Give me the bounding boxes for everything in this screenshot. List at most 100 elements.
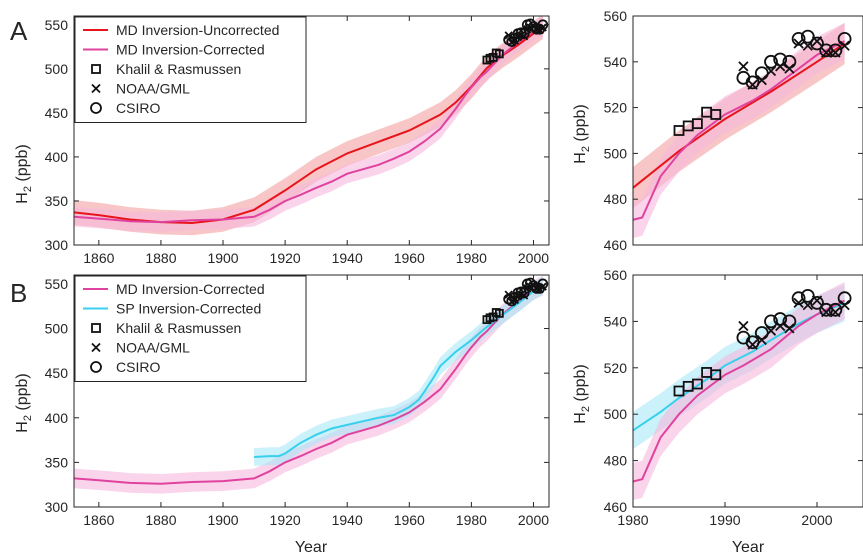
- md-corrected-band: [633, 282, 845, 500]
- panel-letter-b: B: [10, 278, 27, 308]
- csiro-marker: [745, 75, 760, 90]
- csiro-marker: [754, 66, 769, 81]
- y-tick-label: 460: [604, 237, 628, 253]
- y-axis-label-b-main: H2 (ppb): [14, 373, 34, 432]
- x-tick-label: 1990: [709, 512, 740, 528]
- noaa-gml-marker: [793, 297, 804, 308]
- khalil-rasmussen-marker: [710, 109, 722, 120]
- x-tick-label: 1980: [456, 512, 487, 528]
- x-tick-label: 2000: [518, 250, 549, 266]
- x-tick-label: 1900: [207, 250, 238, 266]
- legend-item: CSIRO: [90, 100, 160, 116]
- legend-cross-marker: [91, 342, 101, 353]
- y-tick-label: 300: [45, 499, 69, 515]
- y-tick-label: 560: [604, 267, 628, 283]
- axes-box: [632, 15, 863, 246]
- y-tick-label: 450: [45, 105, 69, 121]
- x-tick-label: 2000: [518, 512, 549, 528]
- x-tick-label: 1900: [207, 512, 238, 528]
- x-tick-label: 1880: [145, 250, 176, 266]
- y-tick-label: 500: [45, 61, 69, 77]
- legend-item: MD Inversion-Corrected: [83, 42, 265, 58]
- plot-area: [74, 275, 549, 494]
- x-axis-label-b-main: Year: [295, 539, 328, 555]
- legend-item: NOAA/GML: [91, 340, 190, 356]
- axes-box: [73, 274, 550, 508]
- md-corrected-line: [633, 40, 846, 221]
- y-tick-label: 350: [45, 193, 69, 209]
- legend-box: [74, 275, 307, 382]
- csiro-marker: [810, 36, 824, 51]
- md-corrected-line: [633, 299, 846, 483]
- csiro-marker: [810, 295, 824, 310]
- y-axis-label-b-zoom: H2 (ppb): [572, 364, 592, 423]
- csiro-marker: [819, 302, 834, 317]
- csiro-marker: [518, 287, 530, 299]
- y-tick-label: 480: [604, 453, 628, 469]
- y-tick-label: 550: [45, 17, 69, 33]
- csiro-marker: [754, 326, 769, 340]
- x-tick-label: 1860: [83, 250, 114, 266]
- panel-b-main: 300 350 400 450 500 550 1860 1880 1900 1920 1940 19…: [45, 274, 550, 528]
- legend-label: CSIRO: [116, 359, 160, 375]
- panel-a-zoom: 460 480 500 520 540 560: [604, 8, 863, 253]
- csiro-marker: [828, 43, 843, 58]
- plot-area: [633, 282, 852, 500]
- x-tick-label: 1940: [332, 512, 363, 528]
- sp-corrected-line: [254, 284, 544, 458]
- legend-label: MD Inversion-Uncorrected: [116, 22, 279, 38]
- legend-box: [74, 16, 307, 123]
- legend-item: SP Inversion-Corrected: [83, 301, 261, 317]
- legend-item: Khalil & Rasmussen: [91, 61, 241, 77]
- legend-circle-marker: [90, 361, 102, 373]
- noaa-gml-marker: [738, 320, 749, 332]
- y-tick-label: 350: [45, 454, 69, 470]
- y-tick-label: 520: [604, 360, 628, 376]
- plot-area: [633, 22, 852, 239]
- legend-item: MD Inversion-Uncorrected: [83, 22, 279, 38]
- legend-item: NOAA/GML: [91, 81, 190, 97]
- x-tick-label: 1860: [83, 512, 114, 528]
- sp-corrected-band: [254, 276, 543, 466]
- x-axis-label-b-zoom: Year: [732, 539, 765, 555]
- plot-area: [74, 16, 549, 236]
- khalil-rasmussen-marker: [692, 378, 703, 390]
- y-tick-label: 500: [604, 406, 628, 422]
- y-tick-label: 540: [604, 313, 628, 329]
- x-tick-label: 1980: [617, 512, 648, 528]
- csiro-marker: [791, 32, 806, 46]
- legend-label: SP Inversion-Corrected: [116, 301, 261, 317]
- noaa-gml-marker: [738, 61, 749, 72]
- y-tick-label: 300: [45, 237, 69, 253]
- axes-box: [73, 15, 550, 246]
- legend-item: CSIRO: [90, 359, 160, 375]
- legend-square-marker: [91, 323, 101, 333]
- panel-letter-a: A: [10, 16, 28, 46]
- csiro-marker: [800, 29, 815, 44]
- csiro-marker: [764, 314, 778, 329]
- x-tick-label: 1920: [270, 512, 301, 528]
- x-tick-label: 1920: [270, 250, 301, 266]
- csiro-marker: [773, 52, 788, 67]
- noaa-gml-marker: [793, 38, 804, 49]
- legend-square-marker: [91, 64, 101, 74]
- y-tick-label: 560: [604, 8, 628, 24]
- noaa-gml-marker: [784, 323, 795, 334]
- md-corrected-line: [74, 25, 544, 224]
- legend-label: Khalil & Rasmussen: [116, 320, 241, 336]
- x-tick-label: 1960: [394, 250, 425, 266]
- y-tick-label: 480: [604, 191, 628, 207]
- y-tick-label: 500: [604, 145, 628, 161]
- y-tick-label: 500: [45, 321, 69, 337]
- md-corrected-band: [633, 22, 845, 239]
- legend-label: CSIRO: [116, 100, 160, 116]
- csiro-marker: [782, 54, 797, 69]
- md-corrected-band: [74, 275, 543, 494]
- legend: MD Inversion-Corrected SP Inversion-Corre…: [74, 275, 307, 382]
- legend-label: MD Inversion-Corrected: [116, 281, 265, 297]
- legend-item: MD Inversion-Corrected: [83, 281, 265, 297]
- x-tick-label: 1940: [332, 250, 363, 266]
- legend-label: NOAA/GML: [116, 81, 190, 97]
- md-corrected-line: [74, 284, 544, 485]
